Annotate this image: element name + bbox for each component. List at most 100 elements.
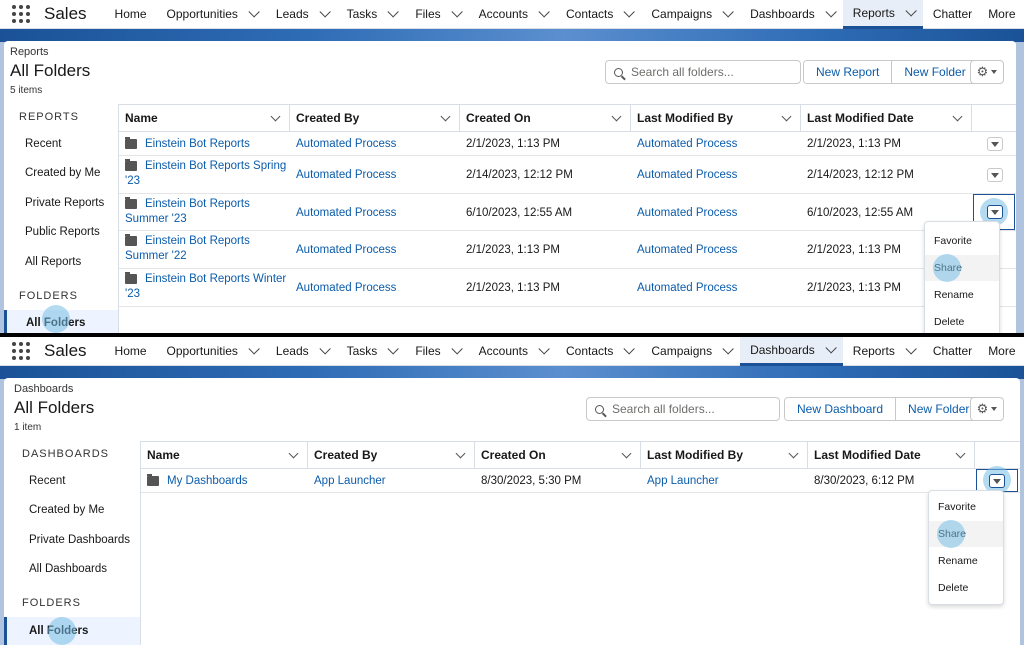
new-dashboard-button[interactable]: New Dashboard [785,398,897,420]
row-actions-button[interactable] [987,137,1003,151]
sidebar-item-private-dashboards[interactable]: Private Dashboards [29,534,130,546]
app-launcher-icon[interactable] [12,5,30,23]
modified-by-link[interactable]: Automated Process [637,244,738,256]
nav-reports[interactable]: Reports [843,337,923,366]
nav-accounts[interactable]: Accounts [469,337,556,366]
folder-link[interactable]: Einstein Bot Reports [145,138,250,150]
modified-by-link[interactable]: Automated Process [637,138,738,150]
nav-accounts[interactable]: Accounts [469,0,556,29]
menu-item-delete[interactable]: Delete [934,316,965,328]
nav-tasks[interactable]: Tasks [337,0,406,29]
chevron-down-icon[interactable] [387,6,400,18]
folder-link-continued[interactable]: Summer '23 [125,213,187,225]
sidebar-item-public-reports[interactable]: Public Reports [25,226,100,238]
nav-leads[interactable]: Leads [266,337,337,366]
chevron-down-icon[interactable] [270,111,281,122]
folder-link[interactable]: Einstein Bot Reports Spring [145,160,287,172]
column-header-last-modified-by[interactable]: Last Modified By [631,105,801,132]
chevron-down-icon[interactable] [319,343,331,355]
nav-opportunities[interactable]: Opportunities [157,0,266,29]
row-actions-button[interactable] [989,474,1005,488]
nav-more[interactable]: More [988,344,1024,358]
chevron-down-icon[interactable] [905,343,917,355]
nav-files[interactable]: Files [405,0,468,29]
created-by-link[interactable]: Automated Process [296,138,397,150]
created-by-link[interactable]: Automated Process [296,282,397,294]
nav-chatter[interactable]: Chatter [923,337,982,366]
chevron-down-icon[interactable] [319,6,331,18]
nav-opportunities[interactable]: Opportunities [157,337,266,366]
chevron-down-icon[interactable] [248,343,260,355]
menu-item-favorite[interactable]: Favorite [938,501,976,513]
menu-item-rename[interactable]: Rename [934,289,974,301]
sidebar-item-all-dashboards[interactable]: All Dashboards [29,563,107,575]
chevron-down-icon[interactable] [248,6,260,18]
settings-menu-button[interactable]: ⚙ [970,397,1004,421]
column-header-created-by[interactable]: Created By [308,442,475,469]
nav-files[interactable]: Files [405,337,468,366]
column-header-created-on[interactable]: Created On [460,105,631,132]
modified-by-link[interactable]: App Launcher [647,475,719,487]
nav-dashboards[interactable]: Dashboards [740,337,843,366]
column-header-created-by[interactable]: Created By [290,105,460,132]
column-header-created-on[interactable]: Created On [475,442,641,469]
folder-link[interactable]: My Dashboards [167,475,248,487]
search-input[interactable]: Search all folders... [605,60,801,84]
created-by-link[interactable]: App Launcher [314,475,386,487]
chevron-down-icon[interactable] [905,4,917,17]
nav-home[interactable]: Home [105,337,157,366]
folder-link[interactable]: Einstein Bot Reports [145,235,250,247]
modified-by-link[interactable]: Automated Process [637,169,738,181]
column-header-name[interactable]: Name [119,105,290,132]
chevron-down-icon[interactable] [451,343,463,355]
nav-campaigns[interactable]: Campaigns [641,337,740,366]
nav-contacts[interactable]: Contacts [556,337,641,366]
settings-menu-button[interactable]: ⚙ [970,60,1004,84]
chevron-down-icon[interactable] [451,6,463,18]
column-header-last-modified-by[interactable]: Last Modified By [641,442,808,469]
modified-by-link[interactable]: Automated Process [637,282,738,294]
column-header-name[interactable]: Name [141,442,308,469]
menu-item-favorite[interactable]: Favorite [934,235,972,247]
nav-home[interactable]: Home [105,0,157,29]
sidebar-item-private-reports[interactable]: Private Reports [25,197,105,209]
chevron-down-icon[interactable] [538,343,550,355]
chevron-down-icon[interactable] [825,6,837,18]
new-report-button[interactable]: New Report [804,61,893,83]
sidebar-item-created-by-me[interactable]: Created by Me [25,167,101,179]
created-by-link[interactable]: Automated Process [296,244,397,256]
nav-leads[interactable]: Leads [266,0,337,29]
chevron-down-icon[interactable] [621,448,632,459]
chevron-down-icon[interactable] [722,343,734,355]
sidebar-item-recent[interactable]: Recent [29,475,66,487]
new-folder-button[interactable]: New Folder [892,61,978,83]
sidebar-item-created-by-me[interactable]: Created by Me [29,504,105,516]
nav-campaigns[interactable]: Campaigns [641,0,740,29]
chevron-down-icon[interactable] [955,448,966,459]
nav-reports[interactable]: Reports [842,0,923,29]
folder-link-continued[interactable]: Summer '22 [125,250,187,262]
chevron-down-icon[interactable] [387,343,400,355]
chevron-down-icon[interactable] [623,343,636,355]
folder-link-continued[interactable]: '23 [125,288,140,300]
nav-dashboards[interactable]: Dashboards [740,0,843,29]
app-launcher-icon[interactable] [12,342,30,360]
chevron-down-icon[interactable] [722,6,734,18]
column-header-last-modified-date[interactable]: Last Modified Date [801,105,972,132]
created-by-link[interactable]: Automated Process [296,206,397,219]
row-actions-button[interactable] [987,205,1003,219]
menu-item-delete[interactable]: Delete [938,582,969,594]
folder-link[interactable]: Einstein Bot Reports [145,198,250,210]
folder-link[interactable]: Einstein Bot Reports Winter [145,273,287,285]
folder-link-continued[interactable]: '23 [125,175,140,187]
chevron-down-icon[interactable] [538,6,550,18]
chevron-down-icon[interactable] [788,448,799,459]
nav-more[interactable]: More [988,7,1024,21]
chevron-down-icon[interactable] [623,6,636,18]
new-folder-button[interactable]: New Folder [896,398,982,420]
chevron-down-icon[interactable] [952,111,963,122]
chevron-down-icon[interactable] [455,448,466,459]
chevron-down-icon[interactable] [781,111,792,122]
search-input[interactable]: Search all folders... [586,397,780,421]
created-by-link[interactable]: Automated Process [296,169,397,181]
